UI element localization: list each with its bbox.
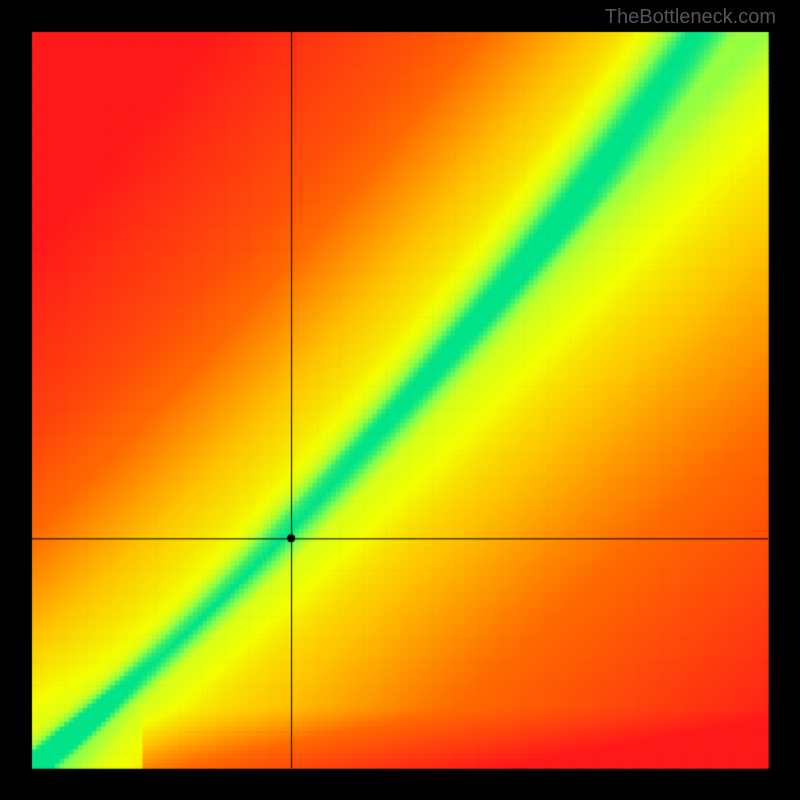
chart-container: TheBottleneck.com: [0, 0, 800, 800]
watermark-text: TheBottleneck.com: [605, 6, 776, 29]
bottleneck-heatmap: [0, 0, 800, 800]
